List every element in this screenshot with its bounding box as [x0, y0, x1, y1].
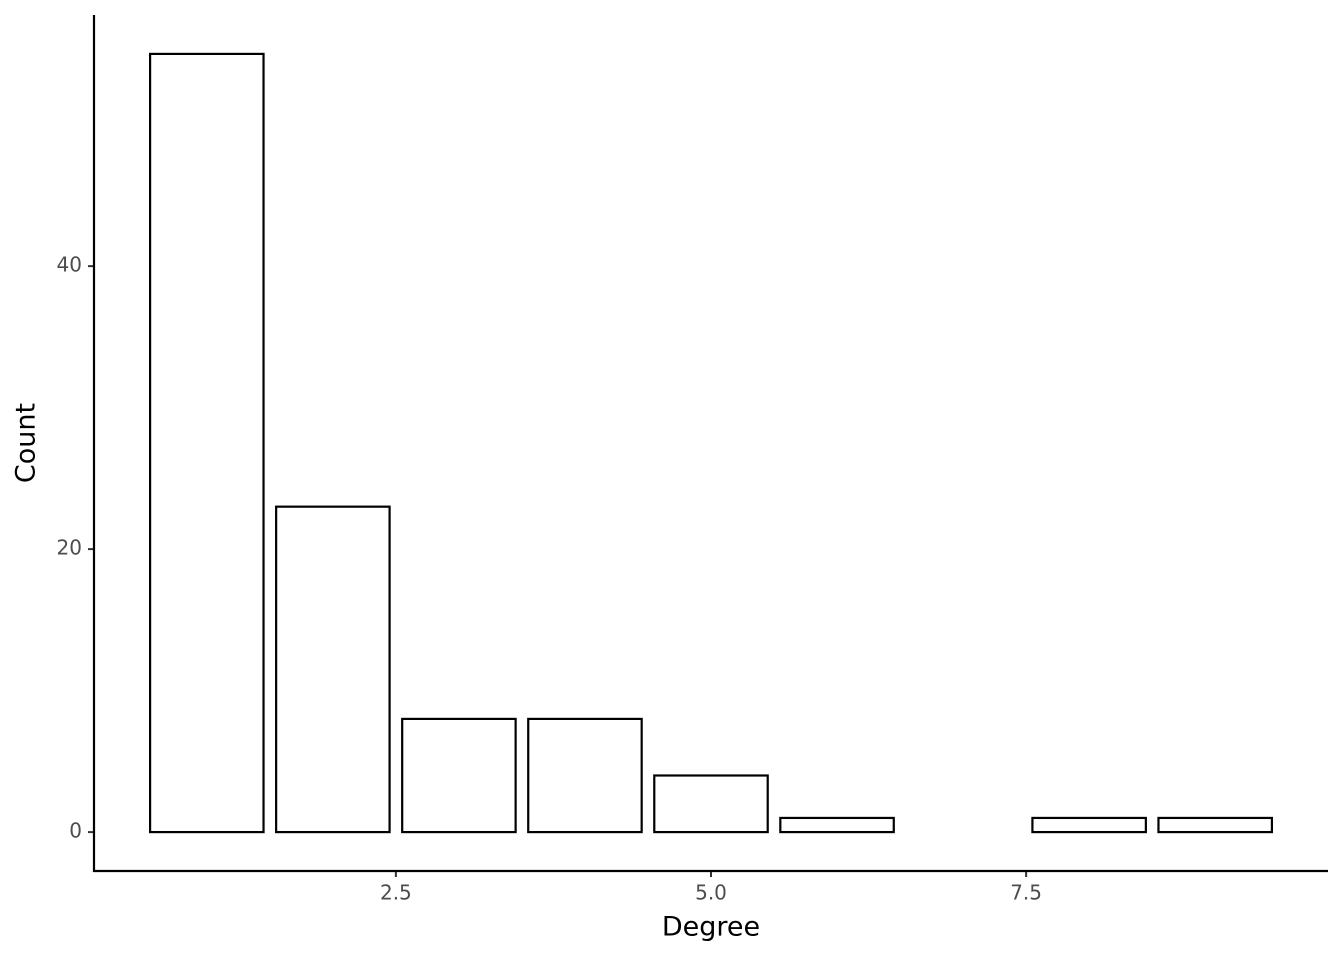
y-tick-label: 40: [57, 253, 82, 277]
y-axis-title: Count: [11, 403, 42, 483]
y-tick-label: 0: [69, 819, 82, 843]
x-tick-label: 5.0: [695, 881, 727, 905]
bar: [275, 505, 391, 834]
x-tick-label: 2.5: [380, 881, 412, 905]
bar: [779, 816, 895, 834]
x-axis-title: Degree: [662, 912, 760, 943]
bar: [527, 717, 643, 834]
y-tick-label: 20: [57, 536, 82, 560]
x-tick-label: 7.5: [1010, 881, 1042, 905]
bar: [1157, 816, 1274, 834]
bar: [148, 52, 265, 834]
bar: [1031, 816, 1147, 834]
bar: [653, 774, 769, 834]
bar: [401, 717, 517, 834]
